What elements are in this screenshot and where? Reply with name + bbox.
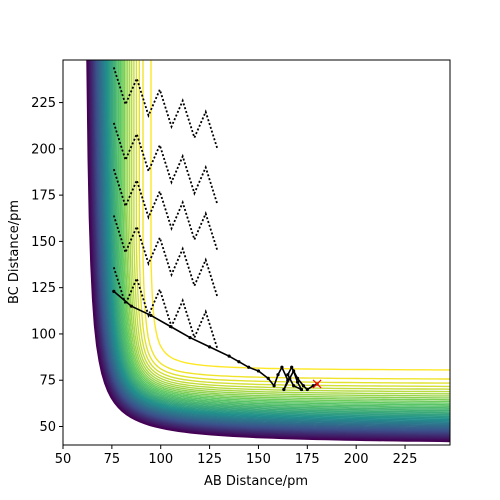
y-tick-label-4: 150 bbox=[31, 235, 56, 250]
contour-lines bbox=[86, 60, 450, 443]
contour-line-4 bbox=[133, 60, 450, 390]
contour-line-38 bbox=[91, 60, 450, 436]
x-tick-label-4: 150 bbox=[246, 452, 271, 467]
contour-line-35 bbox=[94, 60, 450, 433]
y-tick-label-7: 225 bbox=[31, 96, 56, 111]
y-tick-label-3: 125 bbox=[31, 281, 56, 296]
contour-line-3 bbox=[135, 60, 450, 388]
contour-line-0 bbox=[150, 60, 450, 371]
x-axis-ticks: 50 75 100 125 150 175 200 225 bbox=[55, 445, 418, 467]
oscillation-4 bbox=[112, 267, 219, 350]
end-marker bbox=[312, 379, 322, 389]
x-tick-label-3: 125 bbox=[197, 452, 222, 467]
contour-line-13 bbox=[117, 60, 450, 407]
contour-line-36 bbox=[93, 60, 450, 434]
contour-line-31 bbox=[97, 60, 450, 429]
contour-line-23 bbox=[105, 60, 450, 421]
contour-line-20 bbox=[109, 60, 450, 417]
contour-line-22 bbox=[106, 60, 450, 419]
y-tick-label-6: 200 bbox=[31, 142, 56, 157]
contour-line-9 bbox=[123, 60, 450, 401]
contour-line-21 bbox=[107, 60, 450, 418]
x-tick-label-5: 175 bbox=[295, 452, 320, 467]
contour-line-19 bbox=[110, 60, 450, 416]
trajectory-path bbox=[113, 290, 318, 392]
contour-line-33 bbox=[96, 60, 450, 431]
contour-line-16 bbox=[113, 60, 450, 412]
contour-line-37 bbox=[92, 60, 450, 435]
contour-line-12 bbox=[119, 60, 450, 406]
contour-line-5 bbox=[131, 60, 450, 393]
contour-line-26 bbox=[102, 60, 450, 424]
contour-line-18 bbox=[111, 60, 450, 414]
contour-line-11 bbox=[120, 60, 450, 404]
contour-line-14 bbox=[116, 60, 450, 409]
y-tick-label-5: 175 bbox=[31, 189, 56, 204]
contour-line-17 bbox=[112, 60, 450, 413]
contour-line-34 bbox=[95, 60, 450, 432]
contour-line-28 bbox=[100, 60, 450, 426]
x-tick-label-7: 225 bbox=[393, 452, 418, 467]
contour-line-44 bbox=[87, 60, 450, 442]
contour-line-40 bbox=[90, 60, 450, 438]
contour-line-29 bbox=[99, 60, 450, 427]
x-tick-label-1: 75 bbox=[104, 452, 121, 467]
x-axis-label: AB Distance/pm bbox=[204, 474, 308, 489]
y-tick-label-0: 50 bbox=[39, 420, 56, 435]
trajectory bbox=[112, 67, 322, 392]
oscillation-2 bbox=[112, 168, 219, 251]
contour-line-45 bbox=[86, 60, 450, 443]
contour-line-10 bbox=[122, 60, 450, 403]
oscillation-3 bbox=[112, 215, 219, 298]
y-axis-ticks: 50 75 100 125 150 175 200 225 bbox=[31, 96, 63, 435]
contour-line-2 bbox=[138, 60, 450, 384]
oscillation-0 bbox=[112, 67, 219, 150]
oscillation-1 bbox=[112, 122, 219, 205]
contour-line-24 bbox=[104, 60, 450, 422]
contour-line-43 bbox=[87, 60, 450, 441]
contour-line-41 bbox=[89, 60, 450, 439]
contour-line-7 bbox=[127, 60, 450, 397]
contour-line-1 bbox=[142, 60, 450, 380]
contour-line-30 bbox=[98, 60, 450, 428]
contour-line-42 bbox=[88, 60, 450, 440]
contour-line-39 bbox=[91, 60, 450, 437]
x-tick-label-2: 100 bbox=[148, 452, 173, 467]
y-tick-label-2: 100 bbox=[31, 327, 56, 342]
contour-line-25 bbox=[103, 60, 450, 423]
plot-frame bbox=[62, 59, 451, 446]
contour-line-32 bbox=[96, 60, 450, 430]
y-axis-label: BC Distance/pm bbox=[7, 200, 22, 304]
contour-line-6 bbox=[129, 60, 450, 395]
x-tick-label-6: 200 bbox=[344, 452, 369, 467]
y-tick-label-1: 75 bbox=[39, 374, 56, 389]
contour-line-15 bbox=[115, 60, 450, 410]
contour-line-8 bbox=[125, 60, 450, 399]
contour-line-27 bbox=[101, 60, 450, 425]
x-tick-label-0: 50 bbox=[55, 452, 72, 467]
